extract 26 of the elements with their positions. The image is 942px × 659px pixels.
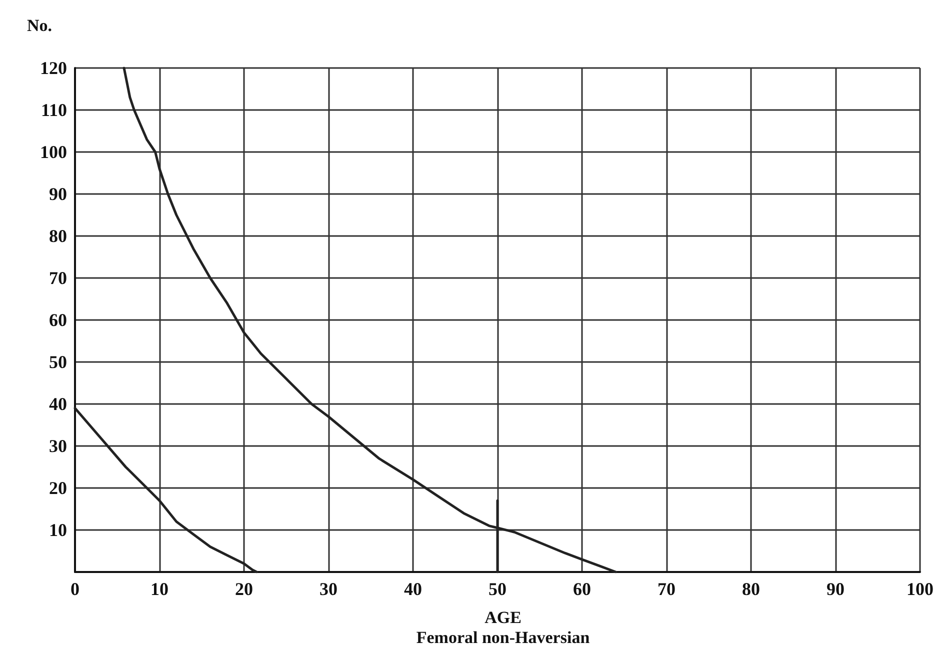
y-tick-label: 120 [40,58,67,78]
x-tick-label: 50 [488,579,506,599]
y-tick-label: 60 [49,310,67,330]
y-tick-label: 100 [40,142,67,162]
x-tick-label: 60 [573,579,591,599]
x-axis-title: AGE [484,608,522,627]
y-tick-label: 70 [49,268,67,288]
y-axis-title: No. [27,16,52,35]
x-tick-label: 20 [235,579,253,599]
y-tick-label: 110 [40,100,67,120]
x-tick-label: 30 [320,579,338,599]
x-tick-label: 0 [70,579,80,599]
x-tick-label: 40 [404,579,422,599]
x-tick-label: 80 [742,579,760,599]
y-tick-label: 30 [49,436,67,456]
x-tick-label: 10 [150,579,168,599]
y-tick-label: 20 [49,478,67,498]
y-tick-label: 50 [49,352,67,372]
x-tick-label: 70 [658,579,676,599]
text: Femoral non-Haversian [416,628,590,647]
y-tick-label: 90 [49,184,67,204]
y-tick-label: 10 [49,520,67,540]
y-tick-label: 80 [49,226,67,246]
y-tick-label: 40 [49,394,67,414]
x-tick-label: 100 [906,579,934,599]
x-tick-label: 90 [826,579,844,599]
